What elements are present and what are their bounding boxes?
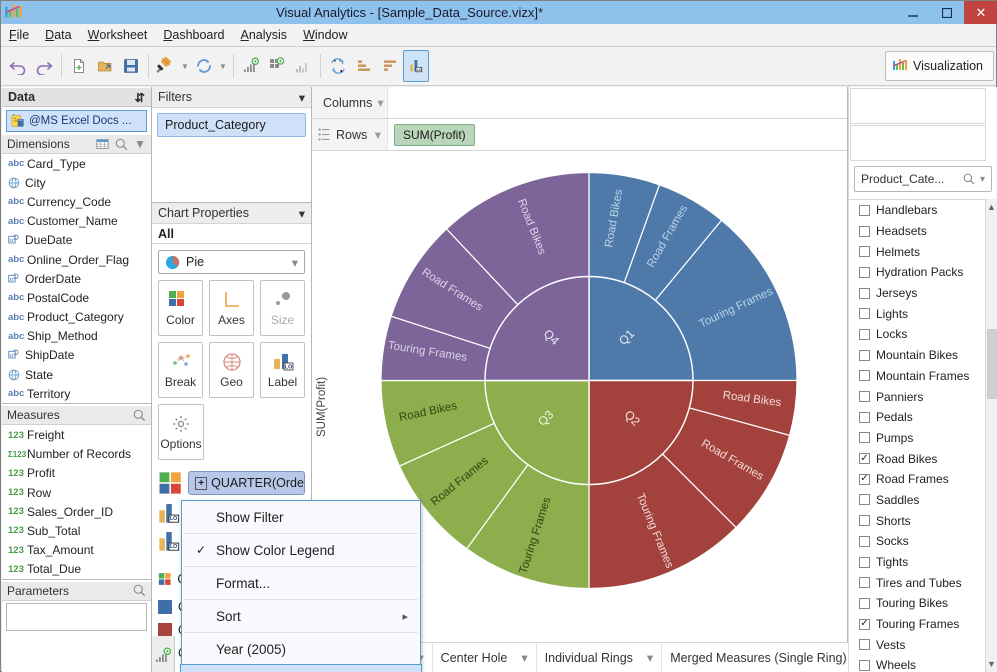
svg-text:LO: LO xyxy=(170,544,177,550)
svg-text:LO: LO xyxy=(170,516,177,522)
svg-text:LO: LO xyxy=(417,68,422,72)
svg-text:LO: LO xyxy=(284,364,292,370)
